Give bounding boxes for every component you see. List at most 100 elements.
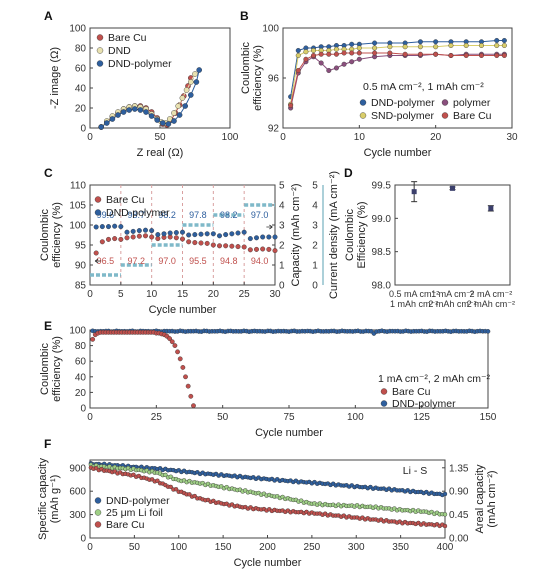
- panel-f-y2-axis-label-line1: Areal capacity: [474, 464, 486, 534]
- panel-c-y-tick-label: 110: [70, 181, 86, 192]
- panel-c-y3-tick-label: 4: [312, 201, 318, 212]
- panel-e-x-tick-label: 0: [87, 412, 93, 423]
- panel-a-x-tick-label: 50: [154, 132, 166, 143]
- panel-e-y-tick-label: 40: [75, 372, 87, 383]
- panel-c-point-0: [241, 244, 247, 250]
- panel-f-point-2: [155, 478, 160, 483]
- panel-b-point-3: [333, 51, 339, 57]
- panel-c-point-0: [124, 235, 130, 241]
- panel-f-x-tick-label: 100: [170, 542, 187, 553]
- panel-c-point-0: [130, 234, 136, 240]
- panel-c-y2-tick-label: 2: [279, 241, 285, 252]
- panel-b-point-2: [372, 45, 378, 51]
- panel-e-point-0: [169, 339, 175, 345]
- panel-f-x-tick-label: 250: [304, 542, 321, 553]
- panel-f-y-tick-label: 600: [69, 487, 86, 498]
- panel-d-category-label-line2: 2 mAh cm⁻²: [467, 299, 515, 309]
- panel-a-y-tick-label: 0: [80, 124, 86, 135]
- panel-d-category-label-line1: 2 mA cm⁻²: [469, 289, 512, 299]
- panel-c-point-1: [99, 224, 105, 230]
- panel-a-point-2: [98, 124, 104, 130]
- panel-a-point-1: [187, 79, 194, 85]
- panel-a-point-2: [137, 107, 144, 113]
- panel-b-y-tick-label: 96: [268, 74, 280, 85]
- panel-b-point-3: [318, 51, 324, 57]
- panel-f-x-tick-label: 200: [259, 542, 276, 553]
- panel-e-x-tick-label: 75: [283, 412, 295, 423]
- panel-f-y2-tick-label: 0.90: [449, 487, 469, 498]
- panel-a-point-2: [131, 106, 138, 112]
- panel-a-point-2: [182, 103, 188, 109]
- panel-c-point-1: [229, 231, 235, 237]
- panel-b-point-2: [311, 48, 317, 54]
- panel-c-y2-tick-label: 3: [279, 221, 285, 232]
- panel-b-legend-item-3-label: Bare Cu: [453, 110, 492, 122]
- panel-label-f: F: [44, 437, 51, 451]
- panel-c-y-tick-label: 95: [75, 241, 87, 252]
- panel-b-point-1: [341, 61, 347, 67]
- panel-c-point-1: [105, 224, 111, 230]
- panel-a-point-2: [154, 117, 160, 123]
- panel-c-y3-axis-label: Current density (mA cm⁻²): [328, 171, 340, 299]
- panel-b-point-3: [494, 53, 500, 59]
- panel-b-point-2: [448, 43, 454, 49]
- panel-c-point-1: [155, 232, 161, 238]
- panel-c-x-tick-label: 30: [269, 289, 281, 300]
- panel-c-point-1: [161, 231, 167, 237]
- panel-b-point-0: [295, 48, 301, 54]
- panel-c-arrow-right: [266, 224, 273, 230]
- panel-b-point-3: [501, 53, 507, 59]
- panel-c-value-label-red: 95.5: [189, 256, 207, 266]
- panel-c-point-1: [272, 234, 278, 240]
- panel-c-point-0: [247, 247, 253, 253]
- panel-a-y-tick-label: 80: [75, 44, 87, 55]
- panel-b-x-tick-label: 20: [430, 132, 442, 143]
- panel-b-y-tick-label: 100: [262, 24, 279, 35]
- panel-d-y-tick-label: 98.0: [372, 281, 392, 292]
- panel-e-y-tick-label: 100: [69, 326, 86, 337]
- panel-e-x-tick-label: 125: [413, 412, 430, 423]
- panel-e-point-0: [191, 403, 196, 409]
- panel-f-point-2: [173, 487, 179, 492]
- panel-c-point-0: [223, 243, 229, 249]
- panel-b-legend-item-3-marker: [441, 112, 449, 119]
- panel-b-point-3: [311, 53, 317, 59]
- panel-f-y2-axis-label-line2: (mAh cm⁻²): [486, 470, 498, 527]
- panel-c-x-tick-label: 5: [118, 289, 124, 300]
- panel-a-point-2: [104, 120, 110, 126]
- panel-c-point-1: [118, 224, 124, 230]
- panel-b-point-2: [463, 43, 469, 49]
- panel-b-point-3: [341, 50, 347, 56]
- panel-f-y2-tick-label: 0.00: [449, 534, 469, 545]
- panel-c-y2-tick-label: 1: [279, 261, 285, 272]
- panel-b-point-2: [295, 53, 301, 59]
- panel-b-point-3: [402, 51, 408, 57]
- panel-b-legend-item-2-label: SND-polymer: [371, 110, 435, 122]
- panel-b-legend-item-1-marker: [441, 99, 449, 106]
- panel-b-point-1: [333, 65, 339, 71]
- panel-b-point-0: [372, 40, 378, 46]
- panel-c-value-label-blue: 98.2: [158, 210, 176, 220]
- panel-f-y-axis-label-line2: (mAh g⁻¹): [49, 475, 61, 524]
- panel-b-legend-item-0-marker: [359, 99, 367, 106]
- panel-f-point-2: [168, 484, 173, 490]
- panel-c-y3-tick-label: 5: [312, 181, 318, 192]
- panel-c-point-0: [93, 250, 99, 256]
- panel-a-legend-item-2-label: DND-polymer: [108, 58, 172, 70]
- panel-b-point-0: [349, 41, 355, 47]
- panel-d-category-label-line1: 1 mA cm⁻²: [431, 289, 474, 299]
- panel-e-x-tick-label: 25: [151, 412, 163, 423]
- panel-b-point-3: [448, 53, 454, 59]
- panel-a-y-axis-label: -Z image (Ω): [49, 47, 61, 109]
- panel-b-y-axis-label-line1: Coulombic: [240, 42, 252, 94]
- panel-c-point-0: [136, 233, 142, 239]
- panel-c-point-0: [229, 243, 235, 249]
- panel-b-legend-item-2-marker: [359, 112, 367, 119]
- panel-b-point-3: [372, 50, 378, 56]
- panel-b-x-tick-label: 0: [280, 132, 286, 143]
- panel-e-point-1: [485, 329, 491, 334]
- panel-c-point-0: [266, 246, 272, 252]
- panel-f-x-tick-label: 400: [437, 542, 454, 553]
- panel-e-legend-item-1-label: DND-polymer: [392, 398, 456, 410]
